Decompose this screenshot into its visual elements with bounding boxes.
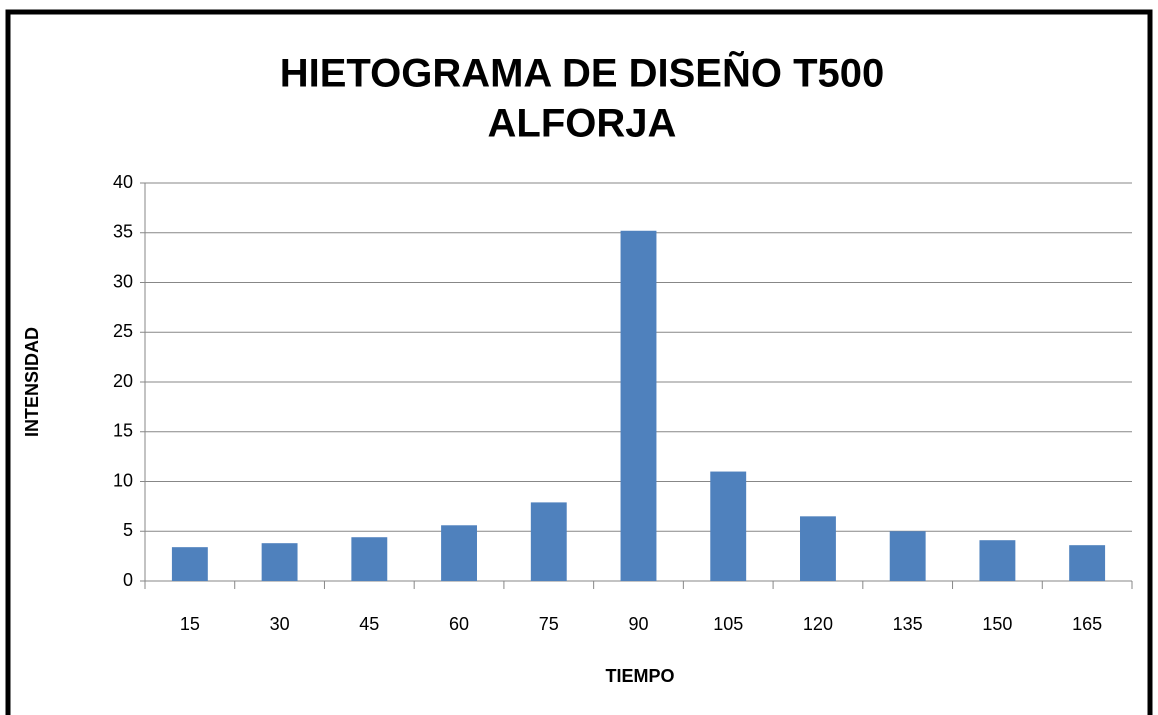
y-tick-label: 5	[123, 520, 133, 540]
x-tick-label: 150	[982, 614, 1012, 634]
bar	[620, 230, 657, 581]
chart-title: HIETOGRAMA DE DISEÑO T500	[280, 50, 885, 96]
x-axis-label: TIEMPO	[605, 666, 674, 686]
bar	[261, 543, 298, 581]
y-tick-label: 20	[113, 371, 133, 391]
x-tick-label: 30	[270, 614, 290, 634]
x-tick-label: 45	[359, 614, 379, 634]
chart-subtitle: ALFORJA	[488, 102, 677, 146]
x-tick-label: 15	[180, 614, 200, 634]
x-tick-label: 165	[1072, 614, 1102, 634]
y-tick-label: 40	[113, 172, 133, 192]
bar	[800, 516, 836, 581]
y-tick-label: 30	[113, 271, 133, 291]
x-tick-label: 105	[713, 614, 743, 634]
x-tick-label: 135	[893, 614, 923, 634]
bar	[441, 525, 477, 581]
y-tick-label: 35	[113, 222, 133, 242]
x-tick-label: 120	[803, 614, 833, 634]
y-tick-label: 10	[113, 470, 133, 490]
x-tick-label: 75	[539, 614, 559, 634]
bar	[171, 547, 208, 581]
y-tick-label: 0	[123, 570, 133, 590]
bar	[530, 502, 567, 581]
bar	[889, 531, 926, 581]
frame	[5, 9, 1153, 715]
y-tick-label: 25	[113, 321, 133, 341]
bar	[351, 537, 388, 581]
x-tick-label: 60	[449, 614, 469, 634]
y-axis-label: INTENSIDAD	[22, 327, 42, 437]
x-tick-label: 90	[628, 614, 648, 634]
bar	[979, 540, 1016, 581]
bar	[1069, 545, 1106, 581]
bar	[710, 471, 747, 581]
y-tick-label: 15	[113, 421, 133, 441]
